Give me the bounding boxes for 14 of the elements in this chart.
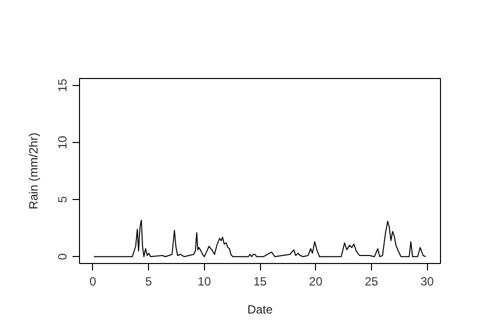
x-tick-label: 25 [364,274,378,288]
x-tick-label: 20 [309,274,323,288]
x-tick-label: 5 [145,274,152,288]
y-tick-label: 5 [56,196,70,203]
y-tick-label: 10 [56,135,70,150]
y-axis-title: Rain (mm/2hr) [26,132,40,210]
line-series [93,220,426,258]
x-axis-title: Date [247,302,273,316]
x-tick-label: 15 [253,274,267,288]
x-tick-label: 30 [420,274,434,288]
y-tick-label: 0 [56,252,70,260]
x-tick-label: 10 [198,274,212,288]
x-tick-label: 0 [90,274,97,288]
y-tick-label: 15 [56,78,70,92]
